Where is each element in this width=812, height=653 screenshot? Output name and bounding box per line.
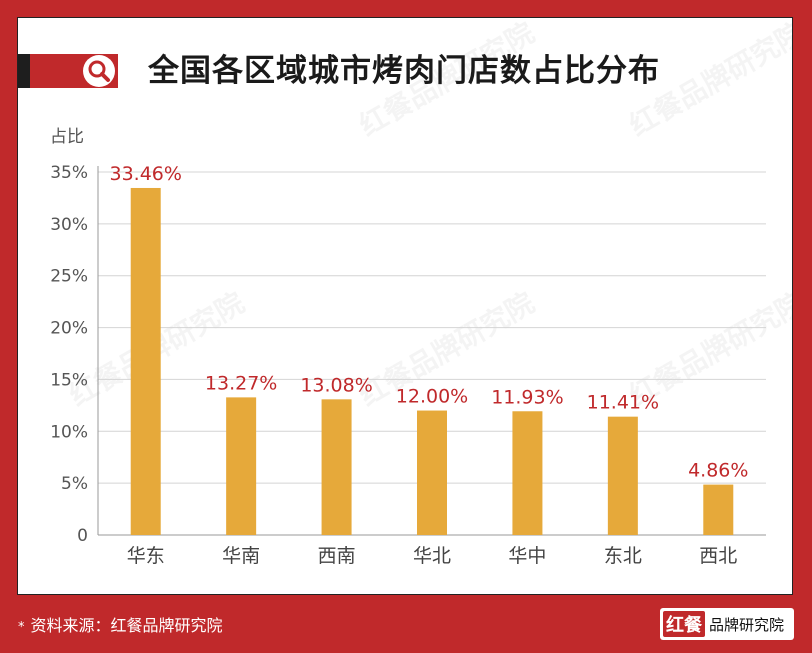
y-tick-label: 30%	[50, 215, 88, 235]
brand-logo: 红餐 品牌研究院	[660, 608, 794, 640]
y-tick-label: 10%	[50, 422, 88, 442]
x-tick-label: 华东	[127, 545, 165, 567]
bar-value-label: 12.00%	[396, 386, 468, 408]
y-tick-label: 0	[77, 526, 88, 546]
bar	[703, 484, 734, 535]
bar-value-label: 11.93%	[491, 386, 563, 408]
bar-chart: 0 5% 10% 15% 20% 25% 30% 35% 33.46% 华东 13.27% 华南 13.…	[50, 163, 766, 567]
y-tick-label: 35%	[50, 163, 88, 183]
x-tick-label: 华北	[413, 545, 451, 567]
logo-text: 品牌研究院	[709, 615, 785, 634]
x-tick-label: 东北	[604, 545, 642, 567]
chart-title: 全国各区域城市烤肉门店数占比分布	[148, 53, 660, 89]
bar	[226, 397, 257, 535]
logo-mark: 红餐	[663, 611, 705, 637]
bar-value-label: 11.41%	[587, 392, 659, 414]
source-text: 资料来源：红餐品牌研究院	[30, 616, 223, 635]
bar	[512, 411, 543, 535]
bar	[607, 416, 638, 535]
title-accent-dark	[18, 54, 30, 88]
y-tick-label: 5%	[61, 474, 88, 494]
x-tick-label: 华中	[508, 545, 546, 567]
bar-value-label: 13.08%	[300, 374, 372, 396]
x-tick-label: 西北	[699, 545, 737, 567]
bar	[130, 187, 161, 536]
bar-value-label: 33.46%	[109, 163, 181, 185]
bar-value-label: 4.86%	[688, 460, 748, 482]
chart-panel: 红餐品牌研究院 红餐品牌研究院 红餐品牌研究院 红餐品牌研究院 红餐品牌研究院 …	[17, 17, 793, 595]
search-icon	[83, 55, 115, 87]
footnote-star: *	[18, 620, 25, 635]
x-tick-label: 西南	[318, 545, 356, 567]
y-tick-label: 25%	[50, 267, 88, 287]
x-tick-label: 华南	[222, 545, 260, 567]
y-tick-label: 20%	[50, 319, 88, 339]
bar-value-label: 13.27%	[205, 372, 277, 394]
source-note: * 资料来源：红餐品牌研究院	[18, 612, 223, 636]
bar	[321, 399, 352, 535]
bar	[417, 410, 447, 535]
y-axis-label: 占比	[50, 127, 84, 147]
y-tick-label: 15%	[50, 370, 88, 390]
